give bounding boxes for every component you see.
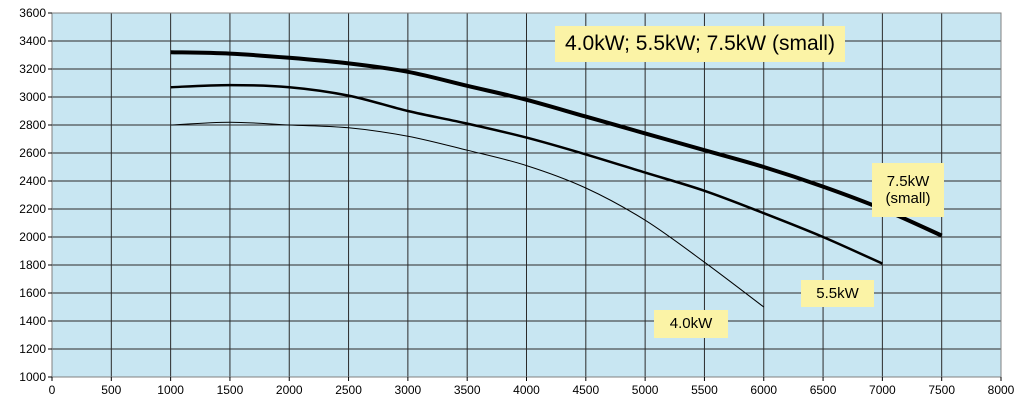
x-tick-label: 3500 (454, 383, 481, 397)
x-tick-label: 7000 (869, 383, 896, 397)
series-line-s55 (170, 83, 883, 265)
x-tick-label: 2500 (335, 383, 362, 397)
gridlines (51, 12, 1002, 378)
y-tick-label: 2600 (19, 146, 46, 160)
x-tick-label: 8000 (988, 383, 1015, 397)
x-tick-label: 2000 (276, 383, 303, 397)
y-tick-label: 2400 (19, 174, 46, 188)
chart-title: 4.0kW; 5.5kW; 7.5kW (small) (555, 26, 845, 63)
y-tick-label: 1400 (19, 314, 46, 328)
series-label-4-0kw: 4.0kW (654, 310, 728, 338)
x-tick-label: 4000 (513, 383, 540, 397)
y-tick-label: 1000 (19, 370, 46, 384)
series-label-line: (small) (885, 190, 931, 207)
x-tick-label: 7500 (928, 383, 955, 397)
x-tick-label: 1000 (157, 383, 184, 397)
x-tick-label: 4500 (572, 383, 599, 397)
series-line-s75 (170, 50, 943, 238)
y-tick-label: 1200 (19, 342, 46, 356)
x-axis-ticks: 0 500 1000 1500 2000 2500 3000 3500 4000 4500 5000… (49, 377, 1015, 397)
x-tick-label: 3000 (395, 383, 422, 397)
y-tick-label: 1600 (19, 286, 46, 300)
x-tick-label: 6000 (750, 383, 777, 397)
x-tick-label: 1500 (217, 383, 244, 397)
series-label-line: 7.5kW (886, 172, 930, 190)
series-line-s40 (170, 121, 765, 308)
x-tick-label: 6500 (810, 383, 837, 397)
series-label-line: 4.0kW (669, 315, 713, 333)
y-tick-label: 2800 (19, 118, 46, 132)
y-tick-label: 3400 (19, 34, 46, 48)
y-tick-label: 1800 (19, 258, 46, 272)
y-tick-label: 3200 (19, 62, 46, 76)
y-tick-label: 3000 (19, 90, 46, 104)
series-label-5-5kw: 5.5kW (801, 280, 874, 307)
y-tick-label: 3600 (19, 6, 46, 20)
series-label-line: 5.5kW (816, 284, 859, 302)
y-tick-label: 2000 (19, 230, 46, 244)
x-tick-label: 0 (49, 383, 56, 397)
series-label-7-5kw: 7.5kW (small) (872, 163, 944, 217)
y-tick-label: 2200 (19, 202, 46, 216)
x-tick-label: 5000 (632, 383, 659, 397)
x-tick-label: 5500 (691, 383, 718, 397)
x-tick-label: 500 (101, 383, 121, 397)
y-axis-ticks: 1000 1200 1400 1600 1800 2000 2200 2400 2600 2800… (19, 6, 52, 384)
series-layer (170, 50, 943, 308)
